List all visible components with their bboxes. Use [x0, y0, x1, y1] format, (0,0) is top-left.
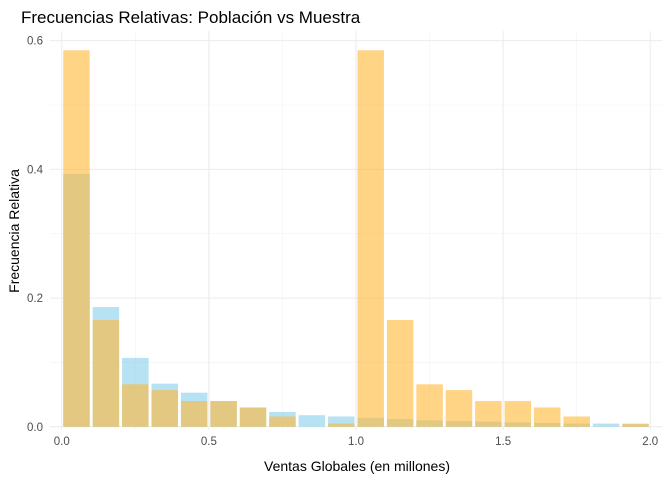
- bar-series-1: [592, 423, 620, 427]
- bar-series-2: [475, 401, 502, 427]
- y-tick-label: 0.4: [27, 164, 44, 176]
- x-tick-label: 0.5: [201, 436, 217, 448]
- x-tick-label: 0.0: [54, 436, 70, 448]
- bar-series-2: [63, 50, 90, 427]
- bar-series-2: [534, 407, 561, 427]
- bar-series-2: [92, 319, 120, 427]
- bar-series-2: [328, 423, 355, 427]
- bar-series-2: [622, 423, 649, 427]
- chart-title: Frecuencias Relativas: Población vs Mues…: [21, 8, 361, 27]
- x-tick-label: 1.0: [348, 436, 364, 448]
- x-tick-label: 1.5: [495, 436, 511, 448]
- y-tick-label: 0.2: [27, 293, 43, 305]
- y-tick-label: 0.0: [27, 422, 43, 434]
- bar-series-2: [386, 319, 414, 427]
- bar-series-2: [563, 416, 590, 427]
- x-tick-label: 2.0: [642, 436, 658, 448]
- bar-series-2: [416, 384, 443, 427]
- y-tick-label: 0.6: [27, 36, 43, 48]
- y-tick-labels: 0.0 0.2 0.4 0.6: [27, 36, 44, 434]
- bar-series-2: [357, 50, 384, 427]
- bar-series-2: [269, 416, 296, 427]
- bar-series-2: [210, 401, 237, 427]
- bar-series-2: [180, 401, 208, 427]
- x-tick-labels: 0.0 0.5 1.0 1.5 2.0: [54, 436, 658, 448]
- bar-series-1: [328, 416, 355, 427]
- y-axis-title: Frecuencia Relativa: [6, 169, 22, 293]
- bar-series-2: [504, 401, 532, 427]
- bar-series-2: [122, 384, 149, 427]
- bar-series-2: [239, 407, 267, 427]
- bar-series-2: [445, 390, 473, 427]
- bars: [63, 50, 649, 427]
- x-axis-title: Ventas Globales (en millones): [264, 458, 450, 474]
- bar-series-1: [298, 415, 326, 427]
- bar-series-2: [151, 390, 178, 427]
